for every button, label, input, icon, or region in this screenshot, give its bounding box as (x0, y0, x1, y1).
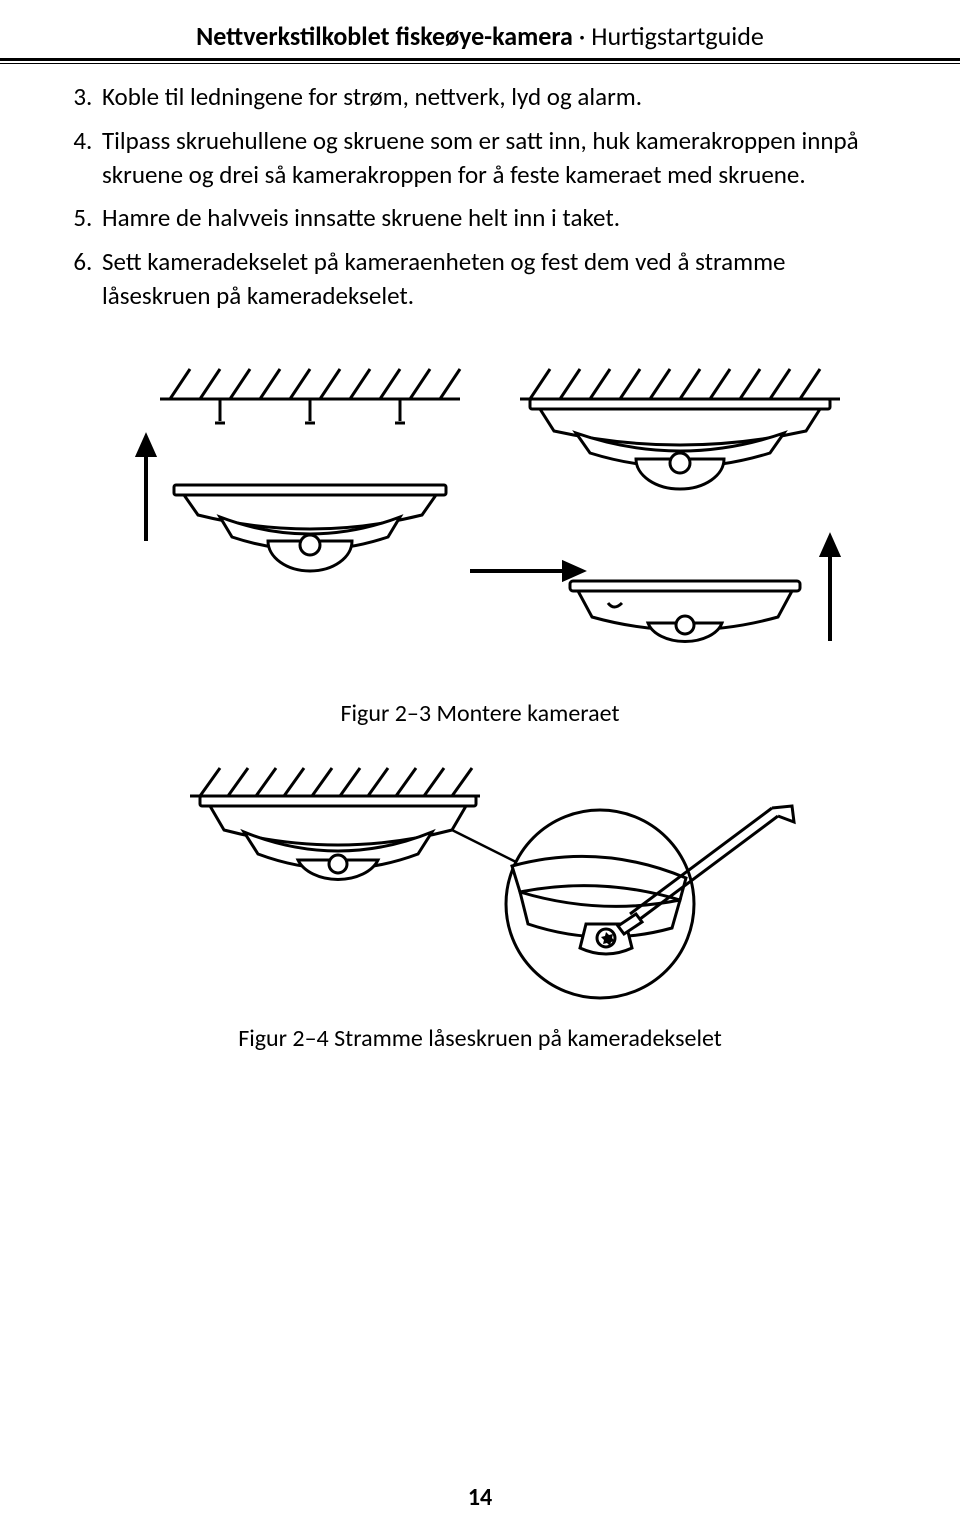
figure-2-3-caption: Figur 2–3 Montere kameraet (341, 699, 620, 728)
header-separator: · (579, 20, 586, 52)
figure-2-4-caption: Figur 2–4 Stramme låseskruen på kamerade… (238, 1024, 722, 1053)
step-4: Tilpass skruehullene og skruene som er s… (98, 124, 890, 192)
page: Nettverkstilkoblet fiskeøye-kamera · Hur… (0, 0, 960, 1536)
figure-2-4: Figur 2–4 Stramme låseskruen på kamerade… (70, 746, 890, 1063)
header-bold: Nettverkstilkoblet fiskeøye-kamera (196, 20, 573, 52)
mount-camera-diagram (100, 341, 860, 681)
tighten-lock-screw-diagram (160, 746, 800, 1006)
step-3: Koble til ledningene for strøm, nettverk… (98, 80, 890, 114)
header-rest: Hurtigstartguide (591, 20, 764, 52)
figure-2-3: Figur 2–3 Montere kameraet (70, 341, 890, 738)
step-6: Sett kameradekselet på kameraenheten og … (98, 245, 890, 313)
step-5: Hamre de halvveis innsatte skruene helt … (98, 201, 890, 235)
running-header: Nettverkstilkoblet fiskeøye-kamera · Hur… (70, 20, 890, 58)
page-number: 14 (0, 1483, 960, 1512)
header-rule (0, 58, 960, 64)
instruction-list: Koble til ledningene for strøm, nettverk… (70, 80, 890, 313)
